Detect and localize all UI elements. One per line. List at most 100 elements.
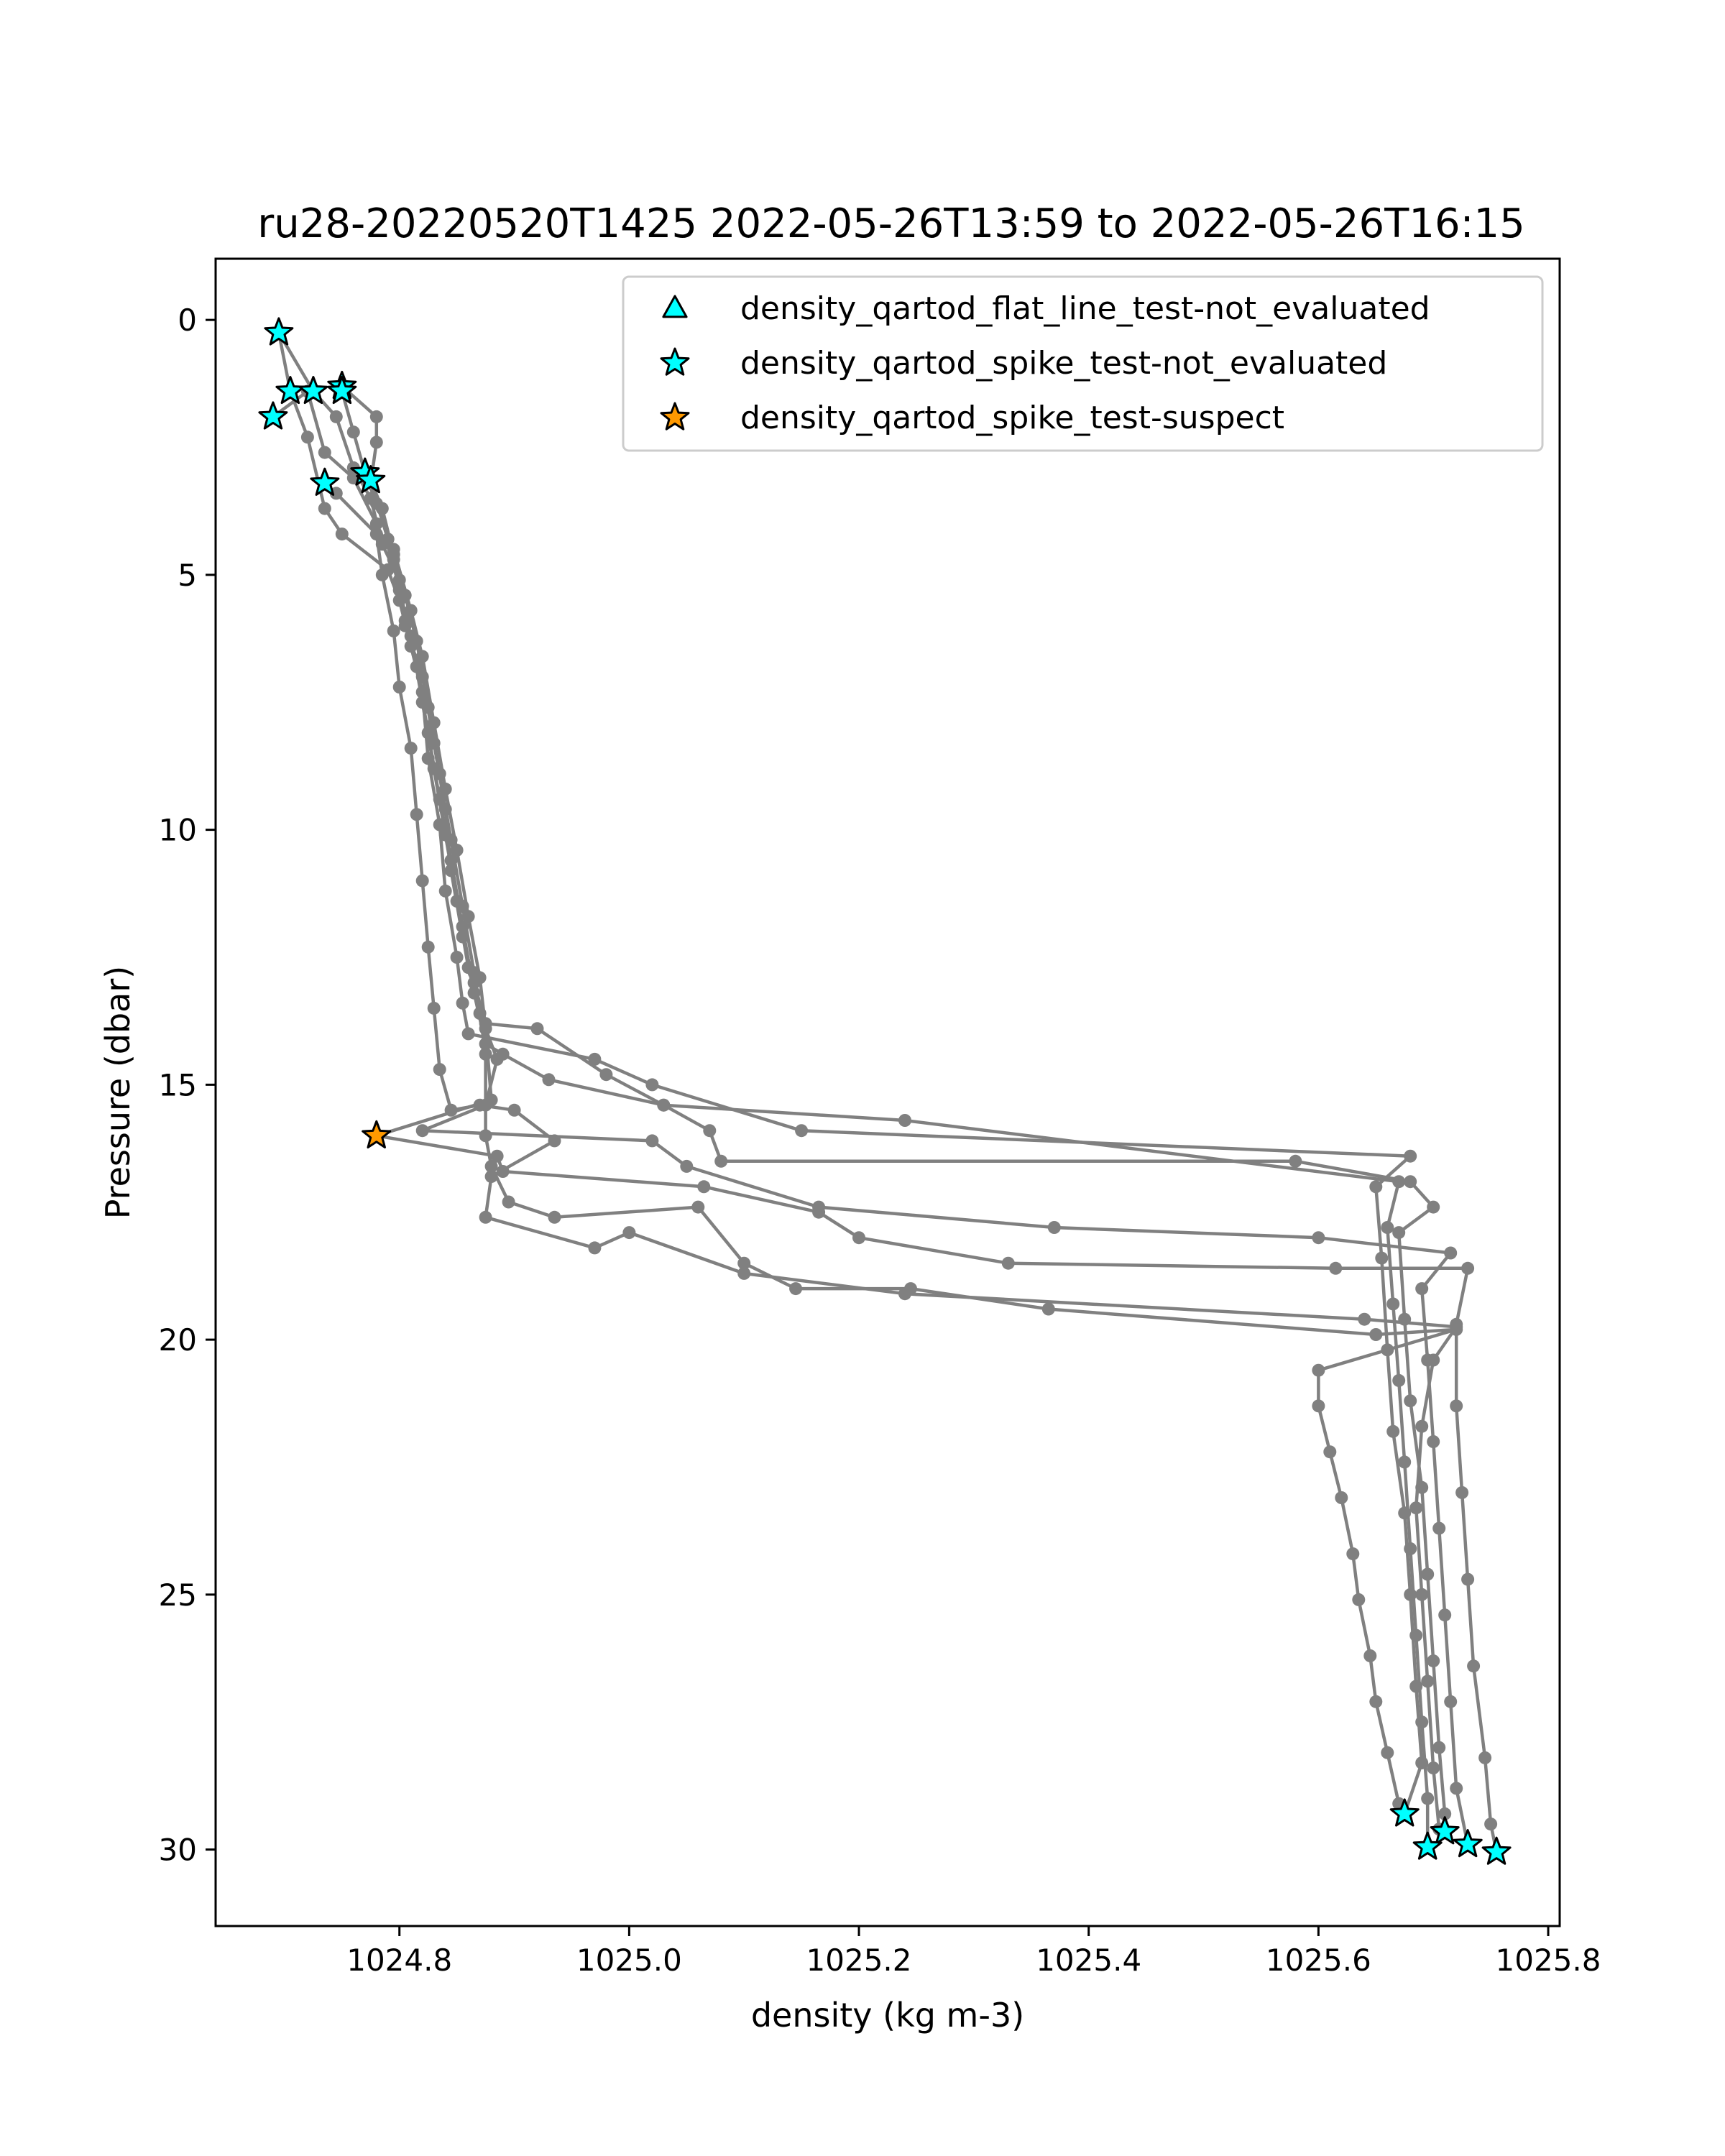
profile-point [404, 742, 418, 755]
profile-point [369, 528, 383, 541]
profile-line-2 [277, 331, 1430, 1847]
profile-point [1415, 1282, 1429, 1296]
y-tick-label: 0 [178, 303, 197, 338]
profile-point [1455, 1485, 1469, 1499]
profile-point [507, 1103, 521, 1117]
profile-point [490, 1052, 504, 1066]
profile-point [645, 1078, 659, 1092]
x-axis: 1024.8 1025.0 1025.2 1025.4 1025.6 1025.8 [346, 1926, 1601, 1978]
plot-area [258, 317, 1512, 1865]
profile-point [369, 436, 383, 449]
profile-point [421, 701, 435, 714]
profile-point [1438, 1807, 1452, 1820]
flag-marker-density_qartod_spike_test-not_evaluated [264, 317, 294, 346]
profile-point [398, 589, 412, 602]
flag-marker-density_qartod_spike_test-not_evaluated [258, 401, 288, 430]
profile-point [1312, 1399, 1325, 1413]
profile-point [444, 1103, 458, 1117]
profile-point [542, 1073, 556, 1087]
legend-label: density_qartod_flat_line_test-not_evalua… [740, 290, 1430, 327]
profile-point [427, 1001, 441, 1015]
profile-point [335, 528, 349, 541]
legend-triangle-icon [662, 295, 688, 318]
profile-point [444, 833, 458, 847]
profile-point [1421, 1674, 1435, 1688]
profile-point [588, 1052, 602, 1066]
profile-point [1415, 1419, 1429, 1433]
profile-point [1312, 1231, 1325, 1245]
profile-point [392, 681, 406, 694]
profile-point [548, 1210, 561, 1224]
legend-star-icon [660, 347, 690, 376]
profile-point [329, 410, 343, 423]
profile-point [1467, 1659, 1481, 1673]
profile-point [375, 502, 389, 515]
flag-marker-density_qartod_spike_test-not_evaluated [1481, 1836, 1512, 1865]
profile-point [1404, 1542, 1417, 1555]
profile-point [1409, 1501, 1423, 1515]
profile-point [479, 1129, 492, 1143]
x-tick-label: 1025.4 [1036, 1943, 1141, 1978]
profile-point [375, 568, 389, 581]
profile-point [410, 808, 423, 821]
profile-point [1386, 1297, 1400, 1311]
profile-point [1421, 1567, 1435, 1581]
profile-point [369, 517, 383, 530]
profile-point [300, 430, 314, 444]
profile-point [1404, 1394, 1417, 1408]
flag-marker-density_qartod_spike_test-not_evaluated [310, 467, 340, 496]
profile-point [1386, 1424, 1400, 1438]
profile-point [1484, 1818, 1498, 1831]
profile-point [456, 900, 469, 913]
profile-point [697, 1180, 711, 1194]
profile-point [1369, 1180, 1383, 1194]
legend-label: density_qartod_spike_test-suspect [740, 400, 1284, 436]
profile-point [479, 1047, 492, 1061]
flag-marker-density_qartod_spike_test-not_evaluated [298, 376, 328, 405]
y-tick-label: 20 [159, 1322, 197, 1358]
profile-point [737, 1256, 751, 1270]
profile-point [1352, 1593, 1366, 1606]
profile-point [1358, 1312, 1371, 1326]
profile-point [1329, 1261, 1343, 1275]
profile-point [680, 1159, 694, 1173]
profile-point [484, 1170, 498, 1184]
profile-point [1444, 1246, 1458, 1260]
x-tick-label: 1024.8 [346, 1943, 452, 1978]
profile-point [691, 1200, 705, 1214]
profile-point [1427, 1761, 1440, 1775]
profile-point [1369, 1695, 1383, 1708]
profile-point [1047, 1221, 1061, 1234]
profile-point [369, 410, 383, 423]
profile-point [456, 996, 469, 1010]
y-axis-label: Pressure (dbar) [98, 966, 137, 1219]
profile-point [415, 1124, 429, 1138]
profile-point [852, 1231, 865, 1245]
profile-point [461, 1027, 475, 1041]
profile-point [1461, 1261, 1475, 1275]
profile-point [530, 1022, 544, 1036]
profile-point [433, 1063, 446, 1077]
profile-point [1415, 1588, 1429, 1601]
flag-marker-density_qartod_spike_test-suspect [362, 1120, 392, 1148]
profile-point [318, 502, 331, 515]
profile-point [657, 1098, 671, 1112]
legend: density_qartod_flat_line_test-not_evalua… [622, 275, 1544, 452]
profile-point [484, 1093, 498, 1107]
profile-point [1375, 1251, 1389, 1265]
profile-point [812, 1205, 826, 1219]
profile-point [438, 884, 452, 898]
y-tick-label: 10 [159, 813, 197, 848]
profile-point [789, 1282, 803, 1296]
profile-point [1432, 1521, 1446, 1535]
profile-point [1427, 1654, 1440, 1668]
flag-marker-density_qartod_spike_test-not_evaluated [327, 376, 357, 405]
profile-point [1398, 1455, 1412, 1469]
profile-point [588, 1241, 602, 1255]
profile-point [318, 446, 331, 459]
profile-point [1323, 1445, 1337, 1459]
profile-point [387, 548, 400, 561]
legend-label: density_qartod_spike_test-not_evaluated [740, 345, 1387, 382]
profile-point [1409, 1628, 1423, 1642]
profile-point [415, 874, 429, 888]
